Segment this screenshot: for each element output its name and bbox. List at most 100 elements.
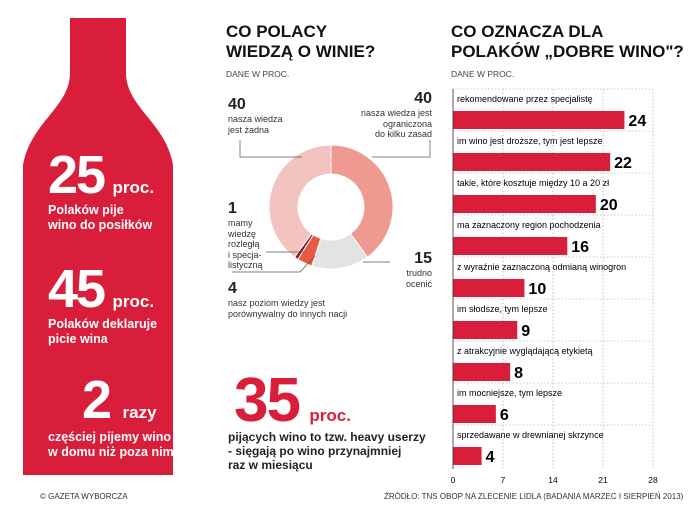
heavy-line: raz w miesiącu [228, 458, 313, 472]
label-line: listyczną [228, 260, 263, 270]
donut-label-limited: 40 nasza wiedza jest ograniczona do kilk… [340, 90, 432, 140]
bar-category-label: rekomendowane przez specjalistę [457, 94, 593, 104]
label-line: nasz poziom wiedzy jest [228, 298, 326, 308]
bar-value-label: 10 [528, 281, 546, 298]
bar [453, 237, 568, 255]
bar-value-label: 4 [486, 449, 495, 466]
bottle-stat-2-text: Polaków deklaruje picie wina [48, 317, 157, 347]
bar [453, 279, 525, 297]
bar-value-label: 9 [521, 323, 530, 340]
bottle-stat-2: 45 proc. [48, 262, 154, 316]
bar [453, 405, 496, 423]
footer-source: ŹRÓDŁO: TNS OBOP NA ZLECENIE LIDLA (BADA… [384, 492, 684, 501]
label-line: nasza wiedza [228, 114, 283, 124]
donut-label-comparable: 4 nasz poziom wiedzy jest porównywalny d… [228, 280, 347, 319]
bottle-stat-3-text: częściej pijemy wino w domu niż poza nim [48, 430, 174, 460]
bar [453, 111, 625, 129]
bottle-stat-1-text: Polaków pije wino do posiłków [48, 203, 152, 233]
label-number: 40 [414, 90, 432, 107]
donut-label-expert: 1 mamy wiedzę rozległą i specja- listycz… [228, 200, 263, 271]
bar-value-label: 16 [571, 239, 589, 256]
bar-category-label: ma zaznaczony region pochodzenia [457, 220, 601, 230]
bar-category-label: im mocniejsze, tym lepsze [457, 388, 562, 398]
bar-category-label: im wino jest droższe, tym jest lepsze [457, 136, 603, 146]
bar [453, 153, 611, 171]
stat-text-line: częściej pijemy wino [48, 430, 171, 444]
bar-category-label: z atrakcyjnie wyglądającą etykietą [457, 346, 593, 356]
donut-slice-none [268, 144, 332, 258]
bars-title: CO OZNACZA DLA POLAKÓW „DOBRE WINO"? [451, 22, 684, 62]
bar [453, 447, 482, 465]
stat-number: 25 [48, 145, 106, 205]
donut-subtitle: DANE W PROC. [226, 69, 290, 79]
title-line: CO POLACY [226, 22, 328, 41]
wine-bottle [23, 18, 173, 475]
label-number: 4 [228, 280, 237, 297]
title-line: POLAKÓW „DOBRE WINO"? [451, 42, 684, 61]
bar-chart: 0 7 14 21 28 rekomendowane przez specjalistę 2… [451, 88, 658, 485]
label-line: do kilku zasad [374, 129, 432, 139]
stat-text-line: Polaków deklaruje [48, 317, 158, 331]
stat-text-line: w domu niż poza nim [48, 445, 174, 459]
donut-title: CO POLACY WIEDZĄ O WINIE? [226, 22, 375, 62]
label-line: mamy [228, 218, 253, 228]
donut-slice-hard [311, 232, 369, 270]
title-line: CO OZNACZA DLA [451, 22, 604, 41]
stat-unit: proc. [112, 292, 155, 311]
bar-value-label: 6 [500, 407, 509, 424]
bar-category-label: takie, które kosztuje między 10 a 20 zł [457, 178, 609, 188]
label-line: porównywalny do innych nacji [228, 308, 348, 319]
bars-subtitle: DANE W PROC. [451, 69, 515, 79]
stat-number: 2 [82, 370, 112, 430]
donut-label-hard: 15 trudno ocenić [394, 250, 432, 289]
x-tick-label: 14 [548, 475, 558, 485]
label-line: i specja- [228, 249, 262, 260]
donut-slice-comparable [297, 234, 322, 267]
bottle-stat-3: 2 razy [82, 373, 157, 427]
bar-value-label: 24 [628, 113, 646, 130]
heavy-line: pijących wino to tzw. heavy userzy [228, 430, 426, 444]
bar-value-label: 20 [600, 197, 618, 214]
stat-text-line: picie wina [48, 332, 108, 346]
bar-value-label: 8 [514, 365, 523, 382]
label-line: ograniczona [382, 118, 432, 129]
bar-category-label: im słodsze, tym lepsze [457, 304, 548, 314]
label-line: wiedzę [228, 228, 257, 239]
x-tick-label: 7 [501, 475, 506, 485]
label-line: jest żadna [228, 124, 270, 135]
bar-category-label: z wyraźnie zaznaczoną odmianą winogron [457, 262, 626, 272]
label-line: trudno [406, 268, 432, 278]
label-line: ocenić [405, 278, 432, 289]
heavy-unit: proc. [309, 406, 351, 425]
heavy-users-stat: 35 proc. [234, 370, 351, 432]
bar [453, 363, 511, 381]
bottle-stat-1: 25 proc. [48, 148, 154, 202]
label-line: rozległą [228, 239, 260, 249]
bar-value-label: 22 [614, 155, 632, 172]
donut-slice-expert [293, 232, 315, 261]
donut-label-none: 40 nasza wiedza jest żadna [228, 96, 283, 135]
leader-line [239, 140, 302, 158]
label-number: 15 [414, 250, 432, 267]
stat-number: 45 [48, 259, 106, 319]
footer-credit: © GAZETA WYBORCZA [40, 492, 128, 501]
heavy-users-text: pijących wino to tzw. heavy userzy - się… [228, 430, 426, 472]
title-line: WIEDZĄ O WINIE? [226, 42, 376, 61]
bar [453, 321, 518, 339]
x-tick-label: 21 [598, 475, 608, 485]
heavy-line: - sięgają po wino przynajmniej [228, 444, 402, 458]
donut-slice-limited [330, 144, 394, 258]
stat-unit: razy [122, 403, 157, 422]
heavy-number: 35 [234, 366, 301, 435]
label-number: 40 [228, 96, 246, 113]
bar [453, 195, 596, 213]
bar-category-label: sprzedawane w drewnianej skrzynce [457, 430, 604, 440]
leader-line [372, 140, 431, 158]
stat-text-line: wino do posiłków [48, 218, 153, 232]
label-number: 1 [228, 200, 237, 217]
stat-unit: proc. [112, 178, 155, 197]
x-tick-label: 28 [648, 475, 658, 485]
label-line: nasza wiedza jest [360, 108, 432, 118]
x-tick-label: 0 [451, 475, 456, 485]
stat-text-line: Polaków pije [48, 203, 124, 217]
